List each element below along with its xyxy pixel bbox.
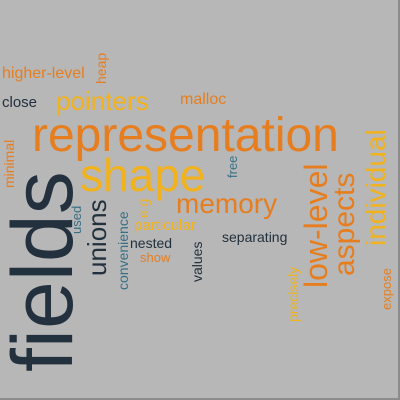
word-shape: shape	[80, 149, 206, 201]
word-representation: representation	[32, 109, 339, 162]
word-particular: particular	[134, 217, 196, 234]
word-fields: fields	[0, 171, 91, 372]
word-individual: individual	[360, 129, 391, 246]
word-nested: nested	[130, 235, 173, 251]
word-expose: expose	[379, 268, 394, 310]
word-aspects: aspects	[328, 172, 361, 276]
word-malloc: malloc	[180, 91, 227, 108]
word-close: close	[2, 94, 38, 111]
word-heap: heap	[93, 52, 109, 84]
word-used: used	[69, 205, 84, 234]
word-pointers: pointers	[56, 86, 149, 116]
word-free: free	[225, 155, 240, 178]
word-eg: e.g	[135, 198, 151, 218]
word-show: show	[140, 250, 171, 265]
word-separating: separating	[222, 229, 288, 245]
word-unions: unions	[82, 199, 112, 276]
word-higher-level: higher-level	[2, 65, 85, 82]
word-memory: memory	[176, 188, 278, 219]
word-convenience: convenience	[115, 211, 131, 290]
word-values: values	[189, 241, 205, 282]
word-precisely: precisely	[285, 266, 301, 322]
word-minimal: minimal	[1, 139, 17, 188]
